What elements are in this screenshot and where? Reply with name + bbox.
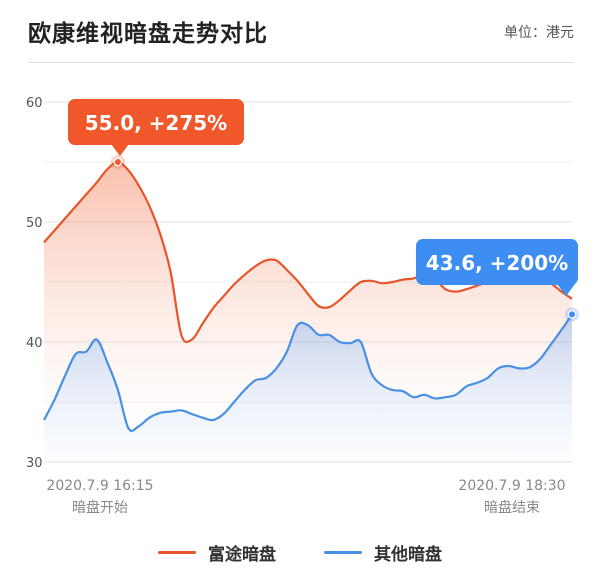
chart-legend: 富途暗盘 其他暗盘 (0, 540, 600, 565)
x-label-caption: 暗盘结束 (484, 499, 540, 516)
marker-point (113, 157, 123, 167)
legend-item-futu: 富途暗盘 (158, 540, 276, 565)
marker-point (567, 310, 577, 319)
y-tick-label: 30 (26, 456, 43, 471)
series-area-other (44, 314, 572, 462)
y-tick-label: 60 (26, 96, 43, 111)
legend-swatch-other (324, 551, 362, 554)
legend-swatch-futu (158, 551, 196, 554)
y-tick-label: 50 (26, 216, 43, 231)
callout-text: 55.0, +275% (85, 111, 227, 135)
unit-value: 港元 (546, 25, 574, 41)
x-label-caption: 暗盘开始 (72, 499, 128, 516)
header-divider (28, 62, 574, 63)
callout-text: 43.6, +200% (426, 251, 568, 275)
legend-label-other: 其他暗盘 (374, 545, 442, 565)
chart-title: 欧康维视暗盘走势对比 (28, 21, 268, 47)
x-label-time: 2020.7.9 18:30 (458, 478, 565, 494)
unit-label-text: 单位 (504, 25, 532, 41)
x-label-time: 2020.7.9 16:15 (46, 478, 153, 494)
unit-separator: ： (532, 25, 546, 41)
series-line-other (43, 313, 573, 432)
callout-box (68, 99, 244, 145)
callout-box (416, 239, 578, 285)
y-tick-label: 40 (26, 336, 43, 351)
legend-item-other: 其他暗盘 (324, 540, 442, 565)
callout-other: 43.6, +200% (416, 239, 579, 322)
series-area-futu (44, 161, 572, 462)
callout-pointer (111, 144, 129, 156)
unit-label: 单位：港元 (504, 22, 574, 42)
callout-futu: 55.0, +275% (68, 99, 244, 169)
callout-pointer (557, 284, 575, 296)
legend-label-futu: 富途暗盘 (208, 545, 276, 565)
